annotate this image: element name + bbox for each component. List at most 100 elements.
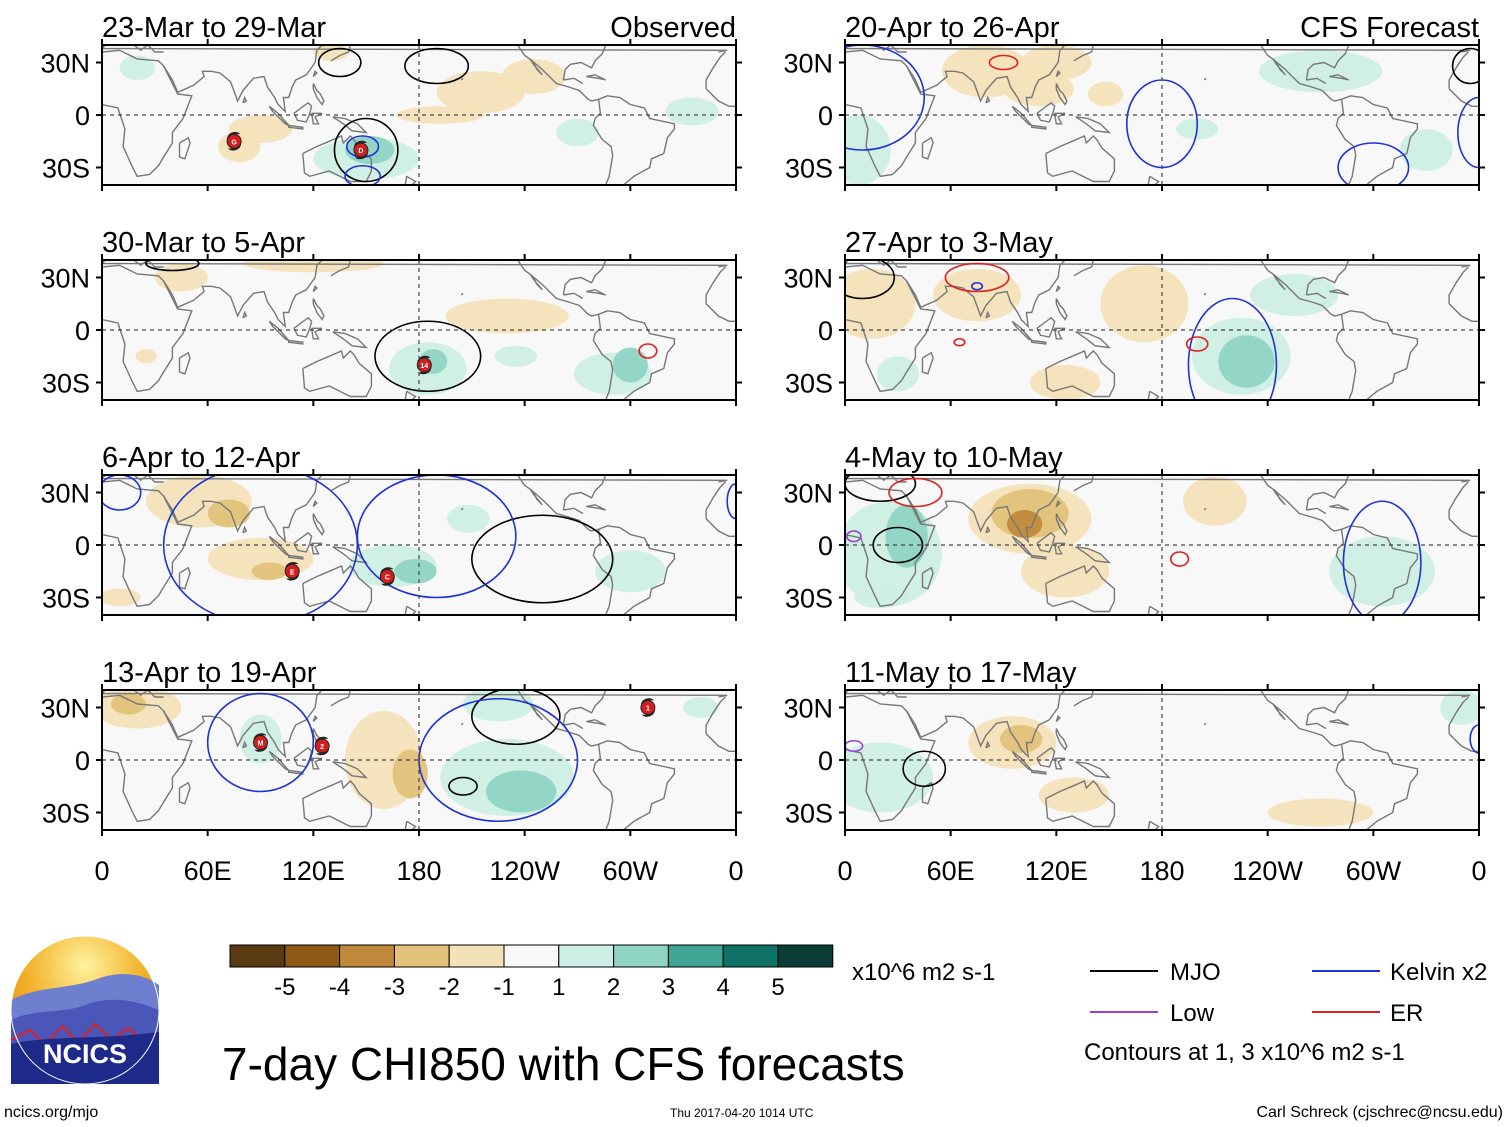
panel-title: 30-Mar to 5-Apr (102, 227, 305, 259)
mjo-contour (845, 260, 896, 300)
coastline (102, 49, 193, 178)
lat-label: 0 (75, 746, 90, 776)
coastline (404, 605, 417, 615)
colorbar-swatch (613, 944, 669, 968)
coastline (163, 260, 323, 329)
coastline (1147, 175, 1160, 185)
coastline (1448, 696, 1469, 734)
chi850-anomaly-shade (154, 263, 208, 292)
coastline (845, 49, 936, 178)
coastline (404, 175, 417, 185)
coastline (1053, 757, 1066, 770)
footer-timestamp: Thu 2017-04-20 1014 UTC (670, 1106, 814, 1120)
coastline (1030, 339, 1047, 345)
coastline (1203, 722, 1207, 726)
coastline (178, 136, 191, 160)
observed-header: Observed (610, 12, 736, 44)
cyclone-label: 2 (320, 744, 324, 751)
panel-title: 27-Apr to 3-May (845, 227, 1053, 259)
chi850-anomaly-shade (1218, 335, 1275, 388)
coastline (1030, 554, 1047, 560)
kelvin-contour (726, 482, 736, 520)
colorbar-swatch (777, 944, 834, 968)
coastline (1306, 77, 1327, 85)
kelvin-contour (206, 692, 315, 793)
lon-label: 60W (603, 856, 659, 886)
cyclone-label: G (231, 139, 237, 146)
colorbar-label: 1 (552, 974, 565, 1001)
chi850-anomaly-shade (665, 97, 719, 126)
coastline (242, 310, 248, 319)
lon-label: 60E (927, 856, 975, 886)
cyclone-label: M (258, 741, 264, 748)
coastline (517, 45, 599, 102)
coastline (287, 769, 304, 775)
coastline (293, 316, 313, 338)
colorbar-label: -5 (274, 974, 295, 1001)
coastline (310, 542, 323, 555)
ncics-logo: NCICS (10, 935, 160, 1085)
coastline (1306, 507, 1327, 515)
panel-title: 11-May to 17-May (845, 657, 1077, 689)
coastline (242, 740, 248, 749)
coastline (529, 58, 543, 76)
kelvin-contour (344, 164, 382, 185)
tropical-cyclone-icon: E (284, 562, 300, 581)
coastline (1335, 740, 1419, 830)
lat-label: 30N (783, 479, 833, 509)
colorbar-label: -2 (439, 974, 460, 1001)
lon-label: 120W (1232, 856, 1303, 886)
coastline (1073, 260, 1094, 277)
coastline (921, 136, 934, 160)
coastline (1030, 124, 1047, 130)
chi850-anomaly-shade (1007, 510, 1043, 538)
panel-title: 4-May to 10-May (845, 442, 1063, 474)
colorbar-swatch (558, 944, 615, 968)
coastline (1260, 690, 1342, 747)
low-contour (845, 739, 864, 753)
coastline (312, 285, 318, 293)
coastline (1203, 507, 1207, 511)
chi850-anomaly-shade (463, 690, 534, 722)
coastline (1272, 488, 1286, 506)
er-contour (638, 343, 658, 359)
er-contour (1185, 336, 1209, 352)
kelvin-contour (845, 45, 926, 151)
coastline (102, 694, 193, 823)
coastline (517, 475, 599, 532)
mjo-contour (333, 117, 399, 183)
coastline (1055, 298, 1068, 321)
coastline (330, 690, 351, 707)
legend-contours-note: Contours at 1, 3 x10^6 m2 s-1 (1084, 1039, 1405, 1066)
chi850-anomaly-shade (110, 693, 147, 715)
er-contour (944, 262, 1010, 293)
coastline (330, 475, 351, 492)
lat-label: 30S (42, 799, 90, 829)
cyclone-label: E (290, 569, 295, 576)
coastline (293, 101, 313, 123)
chi850-anomaly-shade (1399, 129, 1453, 171)
coastline (332, 761, 369, 779)
coastline (460, 77, 464, 81)
coastline (1260, 45, 1342, 102)
coastline (460, 722, 464, 726)
coastline (1335, 95, 1419, 185)
coastline (1335, 310, 1419, 400)
footer-url[interactable]: ncics.org/mjo (4, 1104, 98, 1121)
legend-low-label: Low (1170, 1000, 1215, 1027)
lat-label: 0 (818, 101, 833, 131)
lat-label: 0 (818, 746, 833, 776)
mjo-contour (872, 526, 924, 564)
coastline (1075, 546, 1112, 564)
chi850-anomaly-shade (1038, 777, 1110, 813)
coastline (1448, 303, 1479, 322)
mjo-contour (902, 750, 947, 788)
lon-label: 120W (489, 856, 560, 886)
coastline (705, 733, 736, 752)
cyclone-label: 14 (420, 363, 428, 370)
tropical-cyclone-icon: 2 (314, 736, 330, 756)
coastline (242, 525, 248, 534)
mjo-contour (471, 690, 561, 746)
tropical-cyclone-icon: C (379, 567, 395, 586)
